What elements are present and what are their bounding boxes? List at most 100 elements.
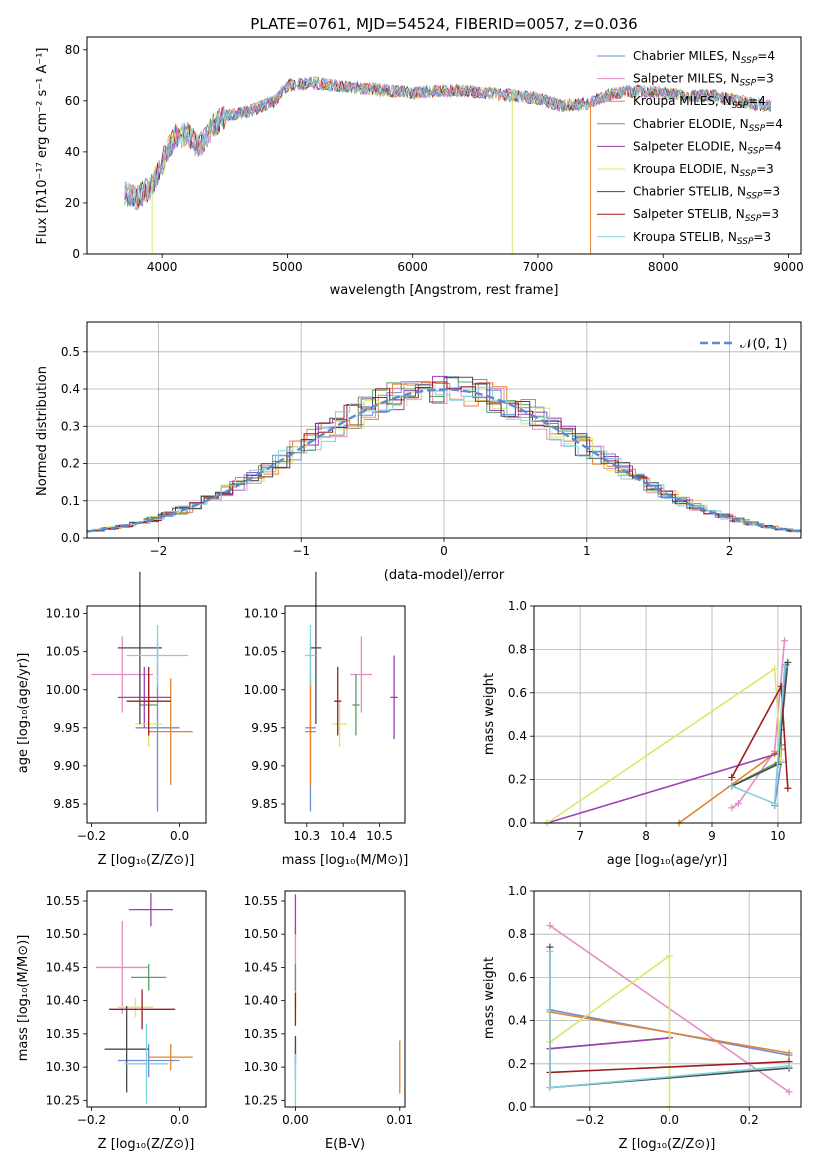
y-tick-label: 0.4 [508, 729, 527, 743]
legend-subscript: SSP [732, 101, 749, 111]
x-axis-label: Z [log₁₀(Z/Z⊙)] [98, 1137, 195, 1152]
legend-entry: Kroupa MILES, NSSP=4 [633, 94, 766, 111]
legend-entry-rest: =4 [764, 139, 782, 153]
residual-histogram-panel: −2 −1 0 1 2 0.0 0.1 0.2 0.3 0.4 0.5 𝒩(0, 1) [61, 321, 802, 558]
legend-entry-rest: =3 [763, 185, 781, 199]
legend-entry: Chabrier STELIB, NSSP=3 [633, 185, 780, 202]
y-tick-label: 9.85 [251, 797, 278, 811]
error-bar-point [95, 920, 149, 1014]
weight-line [546, 667, 782, 824]
x-tick-label: −0.2 [575, 1113, 604, 1127]
plus-marker [728, 804, 736, 812]
x-tick-label: −0.2 [77, 1113, 106, 1127]
x-axis-label: Z [log₁₀(Z/Z⊙)] [619, 1137, 716, 1152]
error-bar-point [350, 636, 373, 713]
y-tick-label: 10.30 [244, 1060, 278, 1074]
legend-subscript: SSP [737, 237, 754, 247]
x-tick-label: 1 [583, 544, 591, 558]
weight-line [731, 640, 786, 809]
spectrum-line [124, 76, 772, 210]
y-tick-label: 10.35 [46, 1027, 80, 1041]
x-tick-label: −2 [150, 544, 168, 558]
x-tick-label: 8 [642, 829, 650, 843]
plus-marker [784, 658, 792, 666]
z-vs-mass-panel: −0.2 0.0 10.25 10.30 10.35 10.40 10.45 10.50 10.… [46, 890, 207, 1127]
error-bar-point [124, 1023, 169, 1104]
axes-frame [533, 890, 802, 1108]
y-tick-label: 10.35 [244, 1027, 278, 1041]
x-axis-label: wavelength [Angstrom, rest frame] [330, 283, 559, 298]
y-tick-label: 9.90 [251, 759, 278, 773]
legend-entry: Kroupa ELODIE, NSSP=3 [633, 162, 774, 179]
x-tick-label: 0.00 [282, 1113, 309, 1127]
x-tick-label: 10.5 [366, 829, 393, 843]
error-bar-point [117, 666, 171, 728]
x-tick-label: 0.01 [386, 1113, 413, 1127]
legend-entry-rest: =3 [756, 72, 774, 86]
error-bar-point [310, 571, 322, 725]
y-axis-label: mass weight [482, 673, 497, 755]
error-bar-point [117, 997, 154, 1018]
x-tick-label: 2 [726, 544, 734, 558]
x-tick-label: 9 [708, 829, 716, 843]
error-bar-point [390, 655, 398, 740]
legend-entry-rest: =4 [748, 94, 766, 108]
x-axis-label: (data-model)/error [384, 568, 505, 583]
histogram-series [92, 386, 801, 533]
normal-curve [86, 388, 802, 533]
weight-line [678, 729, 783, 824]
plus-marker [665, 952, 673, 960]
y-tick-label: 10.00 [46, 683, 80, 697]
y-axis-label: mass weight [482, 957, 497, 1039]
y-tick-label: 0.0 [508, 1100, 527, 1114]
plus-marker [546, 1084, 554, 1092]
legend-entry: Chabrier MILES, NSSP=4 [633, 49, 775, 66]
y-tick-label: 0.2 [508, 773, 527, 787]
age-vs-mass-weight-panel: 7 8 9 10 0.0 0.2 0.4 0.6 0.8 1.0 [508, 599, 802, 843]
legend-subscript: SSP [740, 79, 757, 89]
legend-entry-rest: =3 [756, 162, 774, 176]
y-tick-label: 0.8 [508, 927, 527, 941]
x-axis-label: Z [log₁₀(Z/Z⊙)] [98, 853, 195, 868]
y-tick-label: 0.6 [508, 686, 527, 700]
y-tick-label: 0.3 [61, 419, 80, 433]
error-bar-point [131, 964, 167, 991]
x-tick-label: 4000 [147, 260, 178, 274]
x-tick-label: 6000 [397, 260, 428, 274]
y-tick-label: 0.2 [508, 1057, 527, 1071]
axes-frame [86, 36, 802, 255]
y-tick-label: 0.2 [61, 457, 80, 471]
plus-marker [785, 1088, 793, 1096]
y-axis-label: age [log₁₀(age/yr)] [16, 653, 31, 774]
y-axis-label: mass [log₁₀(M/M⊙)] [16, 935, 31, 1062]
legend-subscript: SSP [746, 192, 763, 202]
x-axis-label: age [log₁₀(age/yr)] [607, 853, 728, 868]
legend-entry: Kroupa STELIB, NSSP=3 [633, 230, 771, 247]
y-tick-label: 1.0 [508, 599, 527, 613]
y-tick-label: 10.25 [46, 1093, 80, 1107]
error-bar-point [148, 1043, 193, 1071]
y-tick-label: 10.10 [244, 607, 278, 621]
axes-frame [86, 605, 207, 824]
legend-entry: Salpeter MILES, NSSP=3 [633, 72, 774, 89]
x-tick-label: 8000 [648, 260, 679, 274]
x-tick-label: 0 [440, 544, 448, 558]
x-tick-label: 9000 [773, 260, 804, 274]
y-tick-label: 9.95 [53, 721, 80, 735]
mass-vs-age-panel: 10.3 10.4 10.5 9.85 9.90 9.95 10.00 10.05 10.10 [244, 571, 406, 843]
y-tick-label: 10.45 [244, 960, 278, 974]
legend-entry: Salpeter ELODIE, NSSP=4 [633, 139, 782, 156]
y-tick-label: 0.4 [508, 1014, 527, 1028]
y-tick-label: 20 [65, 196, 80, 210]
y-tick-label: 10.45 [46, 960, 80, 974]
plus-marker [785, 1049, 793, 1057]
plus-marker [728, 773, 736, 781]
error-bar-point [148, 678, 193, 785]
y-tick-label: 0.8 [508, 642, 527, 656]
y-tick-label: 9.95 [251, 721, 278, 735]
y-tick-label: 10.00 [244, 683, 278, 697]
y-tick-label: 1.0 [508, 884, 527, 898]
error-bar-point [334, 666, 342, 736]
plus-marker [785, 1062, 793, 1070]
y-tick-label: 0.0 [61, 531, 80, 545]
